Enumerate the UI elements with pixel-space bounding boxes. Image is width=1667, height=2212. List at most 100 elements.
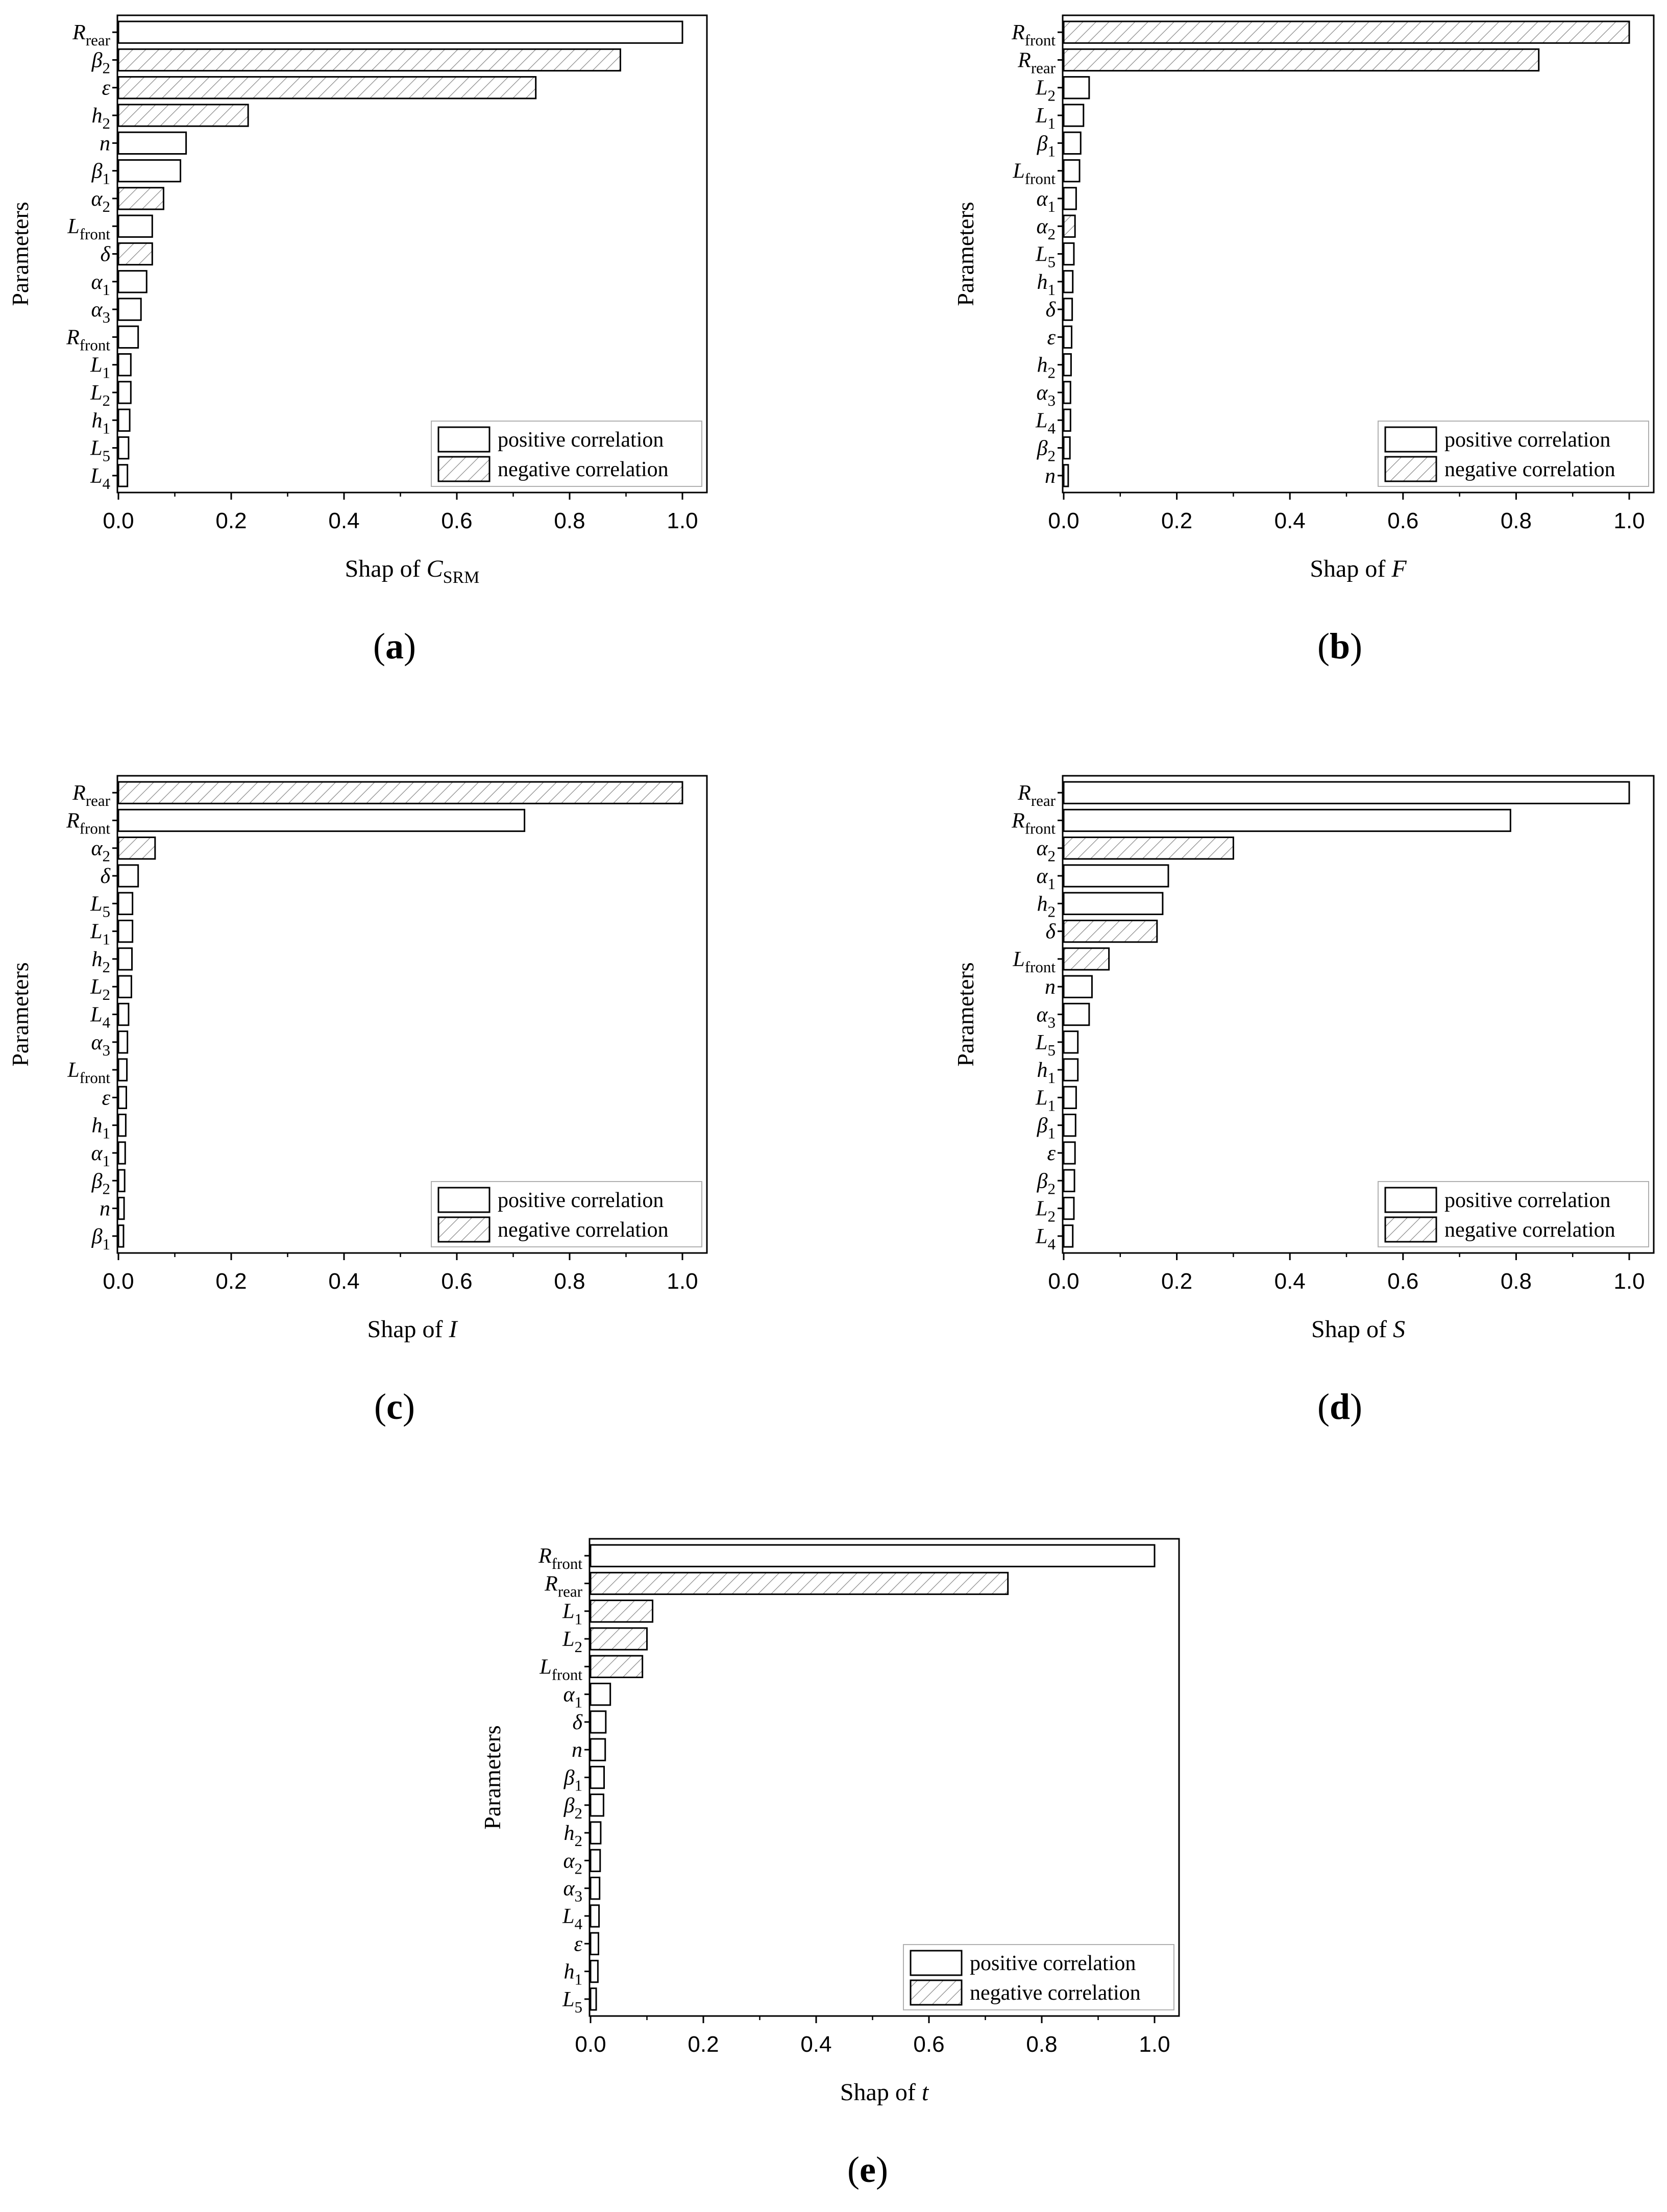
bar-16 xyxy=(590,1987,597,2011)
y-tick-label-main: R xyxy=(72,781,86,805)
y-tick-label-main: ε xyxy=(102,1086,110,1110)
y-tick-label-14: β2 xyxy=(1037,1169,1056,1197)
chart-panel-4: RfrontRrearL1L2Lfrontα1δnβ1β2h2α2α3L4εh1… xyxy=(479,1538,1180,2190)
y-tick-label-12: β1 xyxy=(1037,1114,1056,1142)
x-tick-label-4: 0.8 xyxy=(554,508,585,533)
bar-5 xyxy=(117,159,182,183)
panel-label-open: ( xyxy=(847,2149,860,2190)
bar-7 xyxy=(590,1738,606,1761)
y-tick-label-2: L2 xyxy=(1035,77,1056,105)
y-tick-label-7: α2 xyxy=(1036,215,1056,243)
bar-11 xyxy=(590,1849,601,1873)
y-tick-label-16: L4 xyxy=(90,464,110,493)
y-tick-label-main: α xyxy=(91,187,103,211)
y-tick-label-3: α1 xyxy=(1036,865,1056,893)
bar-2 xyxy=(1063,76,1090,100)
y-tick-label-sub: 1 xyxy=(103,281,111,299)
x-tick-label-4: 0.8 xyxy=(1026,2032,1057,2057)
bar-16 xyxy=(117,1224,125,1248)
legend-swatch-negative xyxy=(1384,456,1437,482)
y-tick-label-main: R xyxy=(1011,21,1025,44)
y-tick-label-main: α xyxy=(1036,837,1048,861)
y-tick-label-main: L xyxy=(90,1003,102,1027)
y-tick-label-main: ε xyxy=(1047,326,1056,349)
y-tick-label-main: δ xyxy=(1045,298,1056,322)
legend-label-positive: positive correlation xyxy=(498,1189,664,1212)
x-tick-label-2: 0.4 xyxy=(800,2032,831,2057)
y-tick-label-14: ε xyxy=(574,1932,582,1956)
panel-label-letter: d xyxy=(1330,1386,1350,1427)
legend-label-positive: positive correlation xyxy=(970,1952,1136,1975)
bar-8 xyxy=(117,1002,130,1026)
y-tick-label-main: L xyxy=(90,464,102,488)
y-tick-label-15: h1 xyxy=(564,1960,583,1988)
y-tick-label-main: β xyxy=(91,160,103,183)
bar-1 xyxy=(590,1571,1009,1595)
y-tick-label-sub: 1 xyxy=(575,1971,583,1988)
y-tick-label-main: h xyxy=(92,409,103,432)
y-tick-label-main: L xyxy=(90,975,102,999)
bar-8 xyxy=(1063,242,1075,266)
x-axis-label-prefix: Shap of xyxy=(367,1316,449,1343)
panel-label-letter: e xyxy=(860,2149,876,2190)
y-tick-label-main: β xyxy=(563,1766,575,1790)
bar-14 xyxy=(117,408,131,432)
y-tick-label-sub: 1 xyxy=(1048,114,1056,132)
bar-6 xyxy=(1063,947,1110,971)
x-axis-label: Shap of F xyxy=(1310,555,1407,582)
y-tick-label-main: n xyxy=(100,132,110,155)
legend-label-negative: negative correlation xyxy=(1444,458,1615,481)
y-tick-label-main: L xyxy=(90,892,102,916)
y-tick-label-main: β xyxy=(91,1225,103,1248)
y-tick-label-16: n xyxy=(1045,464,1056,488)
y-tick-label-15: n xyxy=(100,1197,110,1221)
panel-label-open: ( xyxy=(1317,1386,1330,1427)
panel-label-letter: c xyxy=(386,1386,403,1427)
y-tick-label-10: α3 xyxy=(91,298,110,326)
plot-frame xyxy=(116,775,708,1254)
y-tick-label-main: β xyxy=(1037,1169,1048,1193)
y-tick-label-sub: front xyxy=(80,225,111,243)
y-tick-label-6: h2 xyxy=(92,948,111,976)
y-tick-label-sub: 2 xyxy=(103,847,111,865)
y-tick-label-9: β2 xyxy=(563,1794,582,1822)
bar-4 xyxy=(590,1655,644,1678)
y-tick-label-main: α xyxy=(1036,381,1048,405)
bar-5 xyxy=(1063,919,1158,943)
y-tick-label-sub: 3 xyxy=(103,1041,111,1059)
y-tick-label-sub: 2 xyxy=(575,1832,583,1850)
y-tick-label-sub: rear xyxy=(86,792,111,809)
legend-swatch-negative xyxy=(437,1216,491,1243)
y-tick-label-main: L xyxy=(90,354,102,377)
y-tick-label-8: L5 xyxy=(1035,243,1056,271)
y-tick-label-main: β xyxy=(91,48,103,72)
bar-0 xyxy=(117,20,683,44)
x-axis-label-variable: F xyxy=(1391,555,1407,582)
y-tick-label-main: L xyxy=(562,1988,574,2011)
bar-12 xyxy=(1063,1114,1076,1137)
y-tick-label-11: ε xyxy=(102,1086,110,1110)
bar-12 xyxy=(117,1114,127,1137)
bar-4 xyxy=(1063,131,1082,155)
y-tick-label-main: α xyxy=(1036,187,1048,211)
y-tick-label-sub: 2 xyxy=(103,1179,111,1197)
legend-label-positive: positive correlation xyxy=(498,428,664,452)
y-tick-label-main: h xyxy=(92,104,103,128)
y-tick-label-7: L2 xyxy=(90,975,110,1003)
x-tick-label-0: 0.0 xyxy=(575,2032,606,2057)
x-axis-label-variable: S xyxy=(1393,1316,1405,1343)
y-tick-label-0: Rfront xyxy=(1011,21,1056,49)
y-tick-label-sub: 2 xyxy=(575,1638,583,1656)
y-tick-label-main: α xyxy=(1036,215,1048,238)
x-tick-label-1: 0.2 xyxy=(215,508,247,533)
legend-label-positive: positive correlation xyxy=(1444,1189,1610,1212)
y-tick-label-5: Lfront xyxy=(1012,160,1056,188)
bar-11 xyxy=(1063,1086,1077,1110)
y-tick-label-sub: 4 xyxy=(1048,419,1056,437)
legend-label-negative: negative correlation xyxy=(498,458,669,481)
y-tick-label-sub: 3 xyxy=(1048,1014,1056,1031)
panel-label-open: ( xyxy=(1317,626,1330,667)
y-tick-label-9: h1 xyxy=(1037,271,1056,299)
y-tick-label-sub: 1 xyxy=(1048,875,1056,893)
